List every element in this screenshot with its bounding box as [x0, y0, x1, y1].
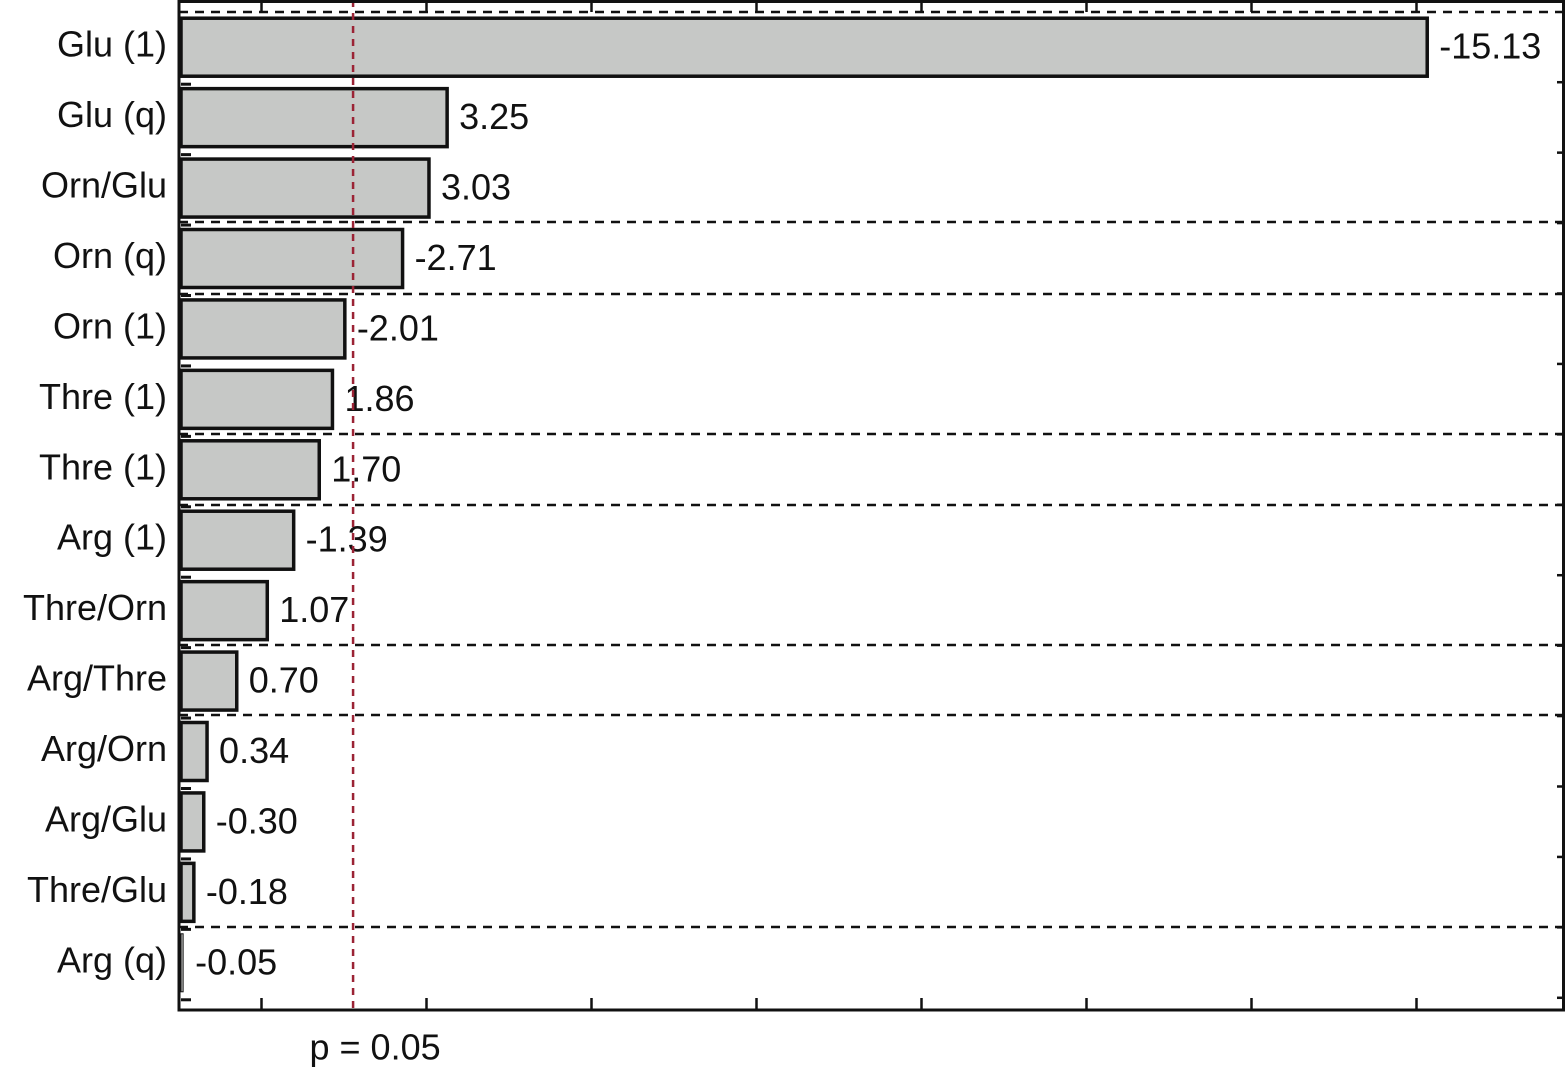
value-label: -1.39 [306, 519, 388, 560]
y-tick-label: Arg (q) [57, 939, 167, 980]
bar [179, 509, 296, 571]
y-tick-label: Arg/Orn [41, 728, 167, 769]
y-tick-label: Arg (1) [57, 517, 167, 558]
y-tick-label: Arg/Glu [45, 798, 167, 839]
bar [179, 439, 321, 501]
y-tick-label: Thre (1) [39, 376, 167, 417]
value-label: 0.34 [219, 730, 289, 771]
value-label: -0.05 [195, 941, 277, 982]
y-tick-label: Glu (1) [57, 24, 167, 65]
y-tick-label: Glu (q) [57, 94, 167, 135]
bar [179, 579, 270, 642]
value-label: -2.01 [357, 307, 439, 348]
separators [179, 10, 1565, 929]
y-tick-label: Arg/Thre [27, 658, 167, 699]
bar [179, 298, 347, 360]
reference-label: p = 0.05 [310, 1027, 441, 1068]
bar [179, 227, 405, 290]
bar [179, 650, 239, 712]
plot-frame [177, 0, 1565, 1012]
y-tick-label: Thre/Glu [27, 869, 167, 910]
value-label: -2.71 [415, 237, 497, 278]
y-tick-label: Thre (1) [39, 446, 167, 487]
value-label: 1.86 [344, 378, 414, 419]
y-tick-label: Orn (q) [53, 235, 167, 276]
value-label: -0.18 [206, 871, 288, 912]
value-label: -0.30 [216, 800, 298, 841]
bar [179, 157, 431, 219]
bar [179, 86, 449, 149]
value-label: -15.13 [1439, 26, 1541, 67]
bar [179, 791, 206, 853]
value-label: 3.03 [441, 167, 511, 208]
bar [179, 861, 196, 924]
bar [179, 368, 335, 431]
bar [179, 720, 209, 783]
y-tick-label: Thre/Orn [23, 587, 167, 628]
value-label: 3.25 [459, 96, 529, 137]
bar [180, 933, 184, 993]
value-label: 0.70 [249, 660, 319, 701]
value-label: 1.70 [331, 448, 401, 489]
bar [179, 16, 1429, 78]
y-tick-label: Orn (1) [53, 305, 167, 346]
value-label: 1.07 [279, 589, 349, 630]
y-tick-label: Orn/Glu [41, 165, 167, 206]
